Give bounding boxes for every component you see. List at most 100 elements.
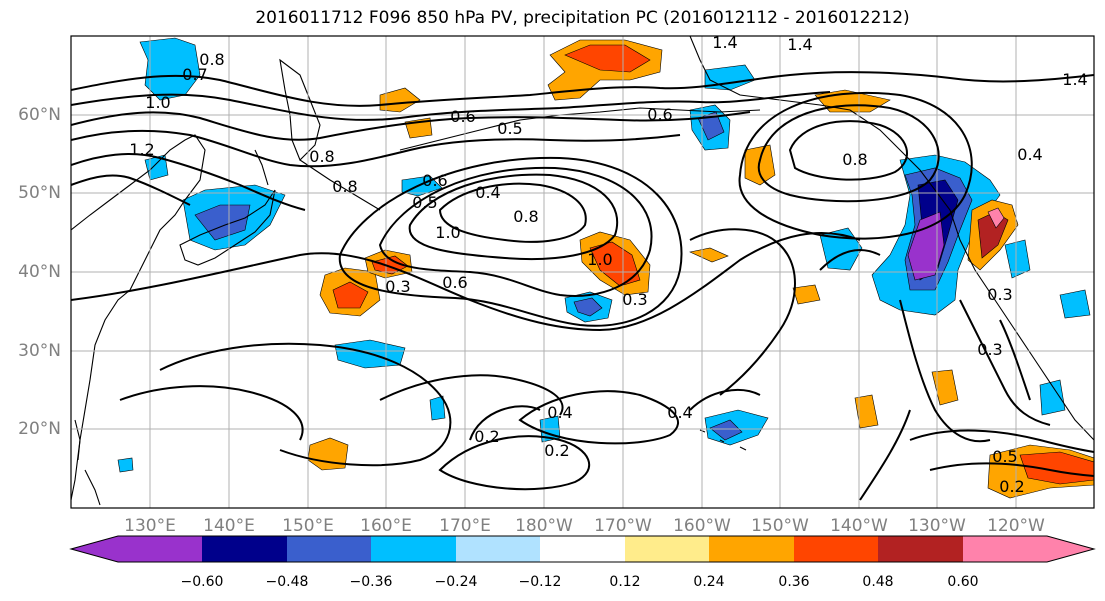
pv-contour-label: 0.3 — [622, 290, 647, 309]
pv-contour — [438, 182, 587, 243]
pv-contour-label: 1.0 — [435, 223, 460, 242]
lon-tick-labels: 130°E 140°E 150°E 160°E 170°E 180°W 170°… — [124, 516, 1045, 536]
cb-label-1: −0.60 — [181, 574, 224, 590]
pv-contour — [689, 389, 761, 411]
precip-blob — [589, 241, 641, 287]
cb-label-5: −0.12 — [519, 574, 562, 590]
lon-label-150w: 150°W — [751, 516, 809, 536]
pv-contour-label: 1.4 — [712, 33, 737, 52]
colorbar-segment — [202, 536, 287, 562]
map-frame — [70, 35, 1095, 509]
precip-blob — [401, 175, 443, 197]
coastline-segment — [254, 149, 269, 186]
lat-label-20: 20°N — [18, 419, 61, 439]
precip-blob — [792, 284, 821, 305]
precip-blob — [307, 437, 349, 471]
colorbar-segment — [456, 536, 540, 562]
pv-contour-labels: 1.4 1.41.40.80.71.01.20.60.50.80.8 0.60.50… — [129, 33, 1087, 496]
pv-contour-label: 1.0 — [145, 93, 170, 112]
pv-contour-label: 0.5 — [992, 447, 1017, 466]
cb-label-10: 0.60 — [947, 574, 978, 590]
precip-blob — [907, 211, 945, 281]
pv-contour — [999, 319, 1031, 401]
pv-contour — [71, 231, 861, 332]
pv-contour-label: 0.5 — [412, 193, 437, 212]
colorbar-segment — [794, 536, 878, 562]
precip-blob — [1004, 239, 1031, 279]
pv-contour-label: 0.8 — [332, 177, 357, 196]
precip-blob — [854, 394, 879, 429]
precip-blob — [931, 369, 959, 406]
coastline-segment — [299, 159, 381, 211]
pv-contour-label: 1.2 — [129, 140, 154, 159]
pv-contour-label: 0.8 — [513, 207, 538, 226]
precip-blob — [697, 111, 725, 141]
coastline-segment — [84, 469, 101, 506]
pv-contour — [379, 374, 564, 416]
coastline-segment — [74, 419, 81, 461]
colorbar — [69, 535, 1096, 563]
precip-blob — [573, 297, 603, 317]
cb-label-7: 0.24 — [693, 574, 724, 590]
colorbar-segment — [625, 536, 709, 562]
pv-contour-label: 0.3 — [977, 340, 1002, 359]
cb-label-6: 0.12 — [609, 574, 640, 590]
precip-blob — [379, 87, 421, 113]
lat-tick-labels: 60°N 50°N 40°N 30°N 20°N — [18, 105, 61, 439]
map-title: 2016011712 F096 850 hPa PV, precipitatio… — [255, 8, 910, 28]
colorbar-segment — [709, 536, 794, 562]
precipitation-shading — [117, 37, 1094, 499]
cb-label-8: 0.36 — [778, 574, 809, 590]
precip-blob — [1039, 379, 1066, 416]
colorbar-segment — [118, 536, 202, 562]
pv-contour-label: 0.3 — [385, 277, 410, 296]
pv-contour — [71, 129, 681, 168]
coastline — [71, 36, 1094, 506]
lon-label-150e: 150°E — [282, 516, 334, 536]
precip-blob — [332, 281, 369, 309]
precip-blob — [709, 419, 743, 441]
pv-contour-label: 1.4 — [787, 35, 812, 54]
precip-blob — [689, 247, 729, 263]
pv-contour — [859, 409, 911, 501]
coastline-segment — [179, 189, 276, 266]
lon-label-130e: 130°E — [124, 516, 176, 536]
pv-contour — [71, 91, 831, 121]
coastline-segment — [279, 58, 321, 161]
pv-contours — [71, 71, 1094, 501]
precip-blob — [429, 395, 446, 421]
lon-label-160e: 160°E — [360, 516, 412, 536]
colorbar-segment — [963, 536, 1047, 562]
coastline-segment — [399, 107, 761, 151]
lat-label-40: 40°N — [18, 262, 61, 282]
lon-label-120w: 120°W — [987, 516, 1045, 536]
gridlines — [71, 36, 1094, 508]
lon-label-130w: 130°W — [908, 516, 966, 536]
lon-label-140e: 140°E — [203, 516, 255, 536]
pv-contour-label: 0.6 — [450, 107, 475, 126]
pv-contour — [788, 120, 908, 181]
colorbar-segment — [540, 536, 625, 562]
pv-contour — [71, 153, 306, 211]
lon-label-160w: 160°W — [673, 516, 731, 536]
pv-contour — [929, 462, 1094, 477]
lat-label-60: 60°N — [18, 105, 61, 125]
lat-label-30: 30°N — [18, 341, 61, 361]
pv-contour — [909, 429, 1094, 453]
pv-contour — [71, 111, 751, 141]
pv-contour — [119, 385, 304, 441]
pv-contour-label: 0.7 — [182, 65, 207, 84]
pv-contour-label: 0.6 — [422, 171, 447, 190]
map-content: 1.4 1.41.40.80.71.01.20.60.50.80.8 0.60.50… — [71, 33, 1094, 508]
precip-blob — [1019, 451, 1094, 485]
precip-blob — [1059, 289, 1091, 319]
pv-contour — [959, 299, 1051, 426]
colorbar-outline — [69, 535, 1096, 563]
pv-contour — [469, 405, 541, 441]
coastline-segment — [719, 439, 725, 443]
pv-contour — [378, 166, 653, 297]
pv-contour — [899, 299, 991, 443]
lon-label-180w: 180°W — [515, 516, 573, 536]
coastline-segment — [689, 36, 936, 191]
